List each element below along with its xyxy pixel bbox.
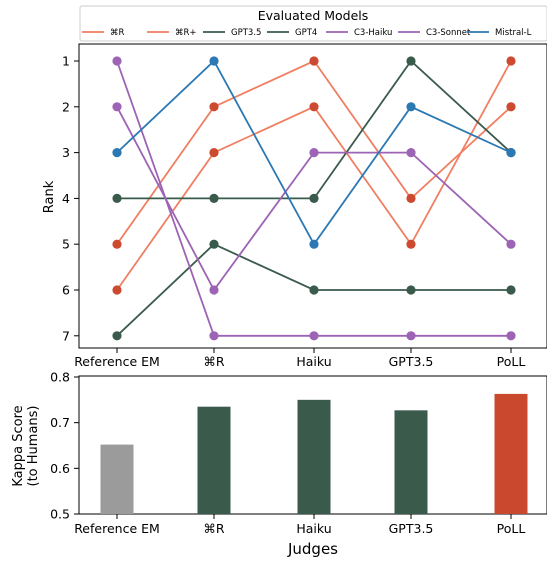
rank-ytick-label: 4 <box>62 191 70 206</box>
legend-label: ⌘R+ <box>175 28 197 38</box>
series-point <box>209 285 219 295</box>
series-point <box>406 193 416 203</box>
series-point <box>112 193 122 203</box>
series-point <box>112 148 122 158</box>
kappa-xtick-label: Reference EM <box>74 521 160 536</box>
series-point <box>406 285 416 295</box>
legend-label: C3-Sonnet <box>426 28 471 38</box>
kappa-bar <box>494 393 528 514</box>
series-point <box>209 193 219 203</box>
series-point <box>506 285 516 295</box>
legend-label: Mistral-L <box>495 28 532 38</box>
series-gpt3-5-2 <box>112 56 516 203</box>
rank-xtick-label: Reference EM <box>74 354 160 369</box>
kappa-bar <box>394 410 428 514</box>
legend-label: ⌘R <box>110 28 125 38</box>
series-point <box>506 239 516 249</box>
kappa-bar <box>100 444 134 514</box>
legend: Evaluated Models ⌘R ⌘R+ GPT3.5 GPT4 C3-Haiku… <box>79 5 547 42</box>
kappa-xtick-label: Haiku <box>296 521 331 536</box>
legend-label: C3-Haiku <box>354 28 392 38</box>
kappa-bar <box>297 399 331 514</box>
series-point <box>112 285 122 295</box>
series-point <box>506 56 516 66</box>
legend-entry: ⌘R+ <box>147 28 197 38</box>
kappa-xtick-label: ⌘R <box>203 521 225 536</box>
series-point <box>506 102 516 112</box>
series-point <box>112 102 122 112</box>
rank-xtick-label: ⌘R <box>203 354 225 369</box>
series-r-0 <box>112 56 516 249</box>
rank-ytick-label: 1 <box>62 54 70 69</box>
legend-entry: GPT3.5 <box>203 28 261 38</box>
rank-panel: Rank 1 2 3 4 5 6 7 Reference EM ⌘R Haiku GPT3.5 Po… <box>42 43 547 369</box>
series-point <box>209 331 219 341</box>
legend-entry: GPT4 <box>267 28 317 38</box>
legend-entry: C3-Haiku <box>326 28 392 38</box>
series-point <box>209 102 219 112</box>
kappa-axis-label-line2: (to Humans) <box>26 406 41 487</box>
series-point <box>406 239 416 249</box>
series-point <box>309 331 319 341</box>
kappa-ytick-label: 0.8 <box>50 370 70 385</box>
series-point <box>406 148 416 158</box>
series-gpt4-3 <box>112 239 516 341</box>
legend-entry: ⌘R <box>82 28 125 38</box>
series-point <box>506 148 516 158</box>
legend-title: Evaluated Models <box>258 8 369 23</box>
rank-xtick-label: PoLL <box>497 354 526 369</box>
series-point <box>309 239 319 249</box>
series-point <box>112 239 122 249</box>
series-point <box>112 331 122 341</box>
series-mistral-l-6 <box>112 56 516 249</box>
series-point <box>406 56 416 66</box>
legend-label: GPT3.5 <box>231 28 261 38</box>
rank-xtick-label: Haiku <box>296 354 331 369</box>
kappa-xtick-label: GPT3.5 <box>389 521 434 536</box>
series-c3-haiku-4 <box>112 102 516 295</box>
series-point <box>309 102 319 112</box>
kappa-axis-label-line1: Kappa Score <box>11 405 26 486</box>
legend-box <box>79 5 547 42</box>
series-point <box>209 148 219 158</box>
legend-entry: C3-Sonnet <box>398 28 471 38</box>
rank-ytick-label: 2 <box>62 99 70 114</box>
series-point <box>209 239 219 249</box>
series-point <box>309 56 319 66</box>
rank-ytick-label: 6 <box>62 283 70 298</box>
rank-xtick-label: GPT3.5 <box>389 354 434 369</box>
legend-entry: Mistral-L <box>467 28 532 38</box>
kappa-bar <box>197 406 231 514</box>
series-point <box>506 331 516 341</box>
rank-ytick-label: 5 <box>62 237 70 252</box>
rank-ytick-label: 3 <box>62 145 70 160</box>
series-point <box>309 285 319 295</box>
rank-ytick-label: 7 <box>62 328 70 343</box>
rank-panel-frame <box>78 43 547 349</box>
kappa-xtick-label: PoLL <box>497 521 526 536</box>
series-line <box>116 60 512 291</box>
series-point <box>112 56 122 66</box>
rank-axis-label: Rank <box>42 180 57 213</box>
series-r-1 <box>112 56 516 295</box>
kappa-ytick-label: 0.7 <box>50 415 70 430</box>
series-point <box>309 193 319 203</box>
kappa-ytick-label: 0.6 <box>50 461 70 476</box>
series-point <box>309 148 319 158</box>
kappa-panel: Kappa Score (to Humans) 0.5 0.6 0.7 0.8 Ref… <box>11 370 547 558</box>
series-point <box>406 331 416 341</box>
series-point <box>209 56 219 66</box>
series-point <box>406 102 416 112</box>
legend-label: GPT4 <box>295 28 317 38</box>
series-c3-sonnet-5 <box>112 56 516 341</box>
judges-axis-label: Judges <box>287 540 338 558</box>
kappa-ytick-label: 0.5 <box>50 507 70 522</box>
series-line <box>117 59 512 200</box>
